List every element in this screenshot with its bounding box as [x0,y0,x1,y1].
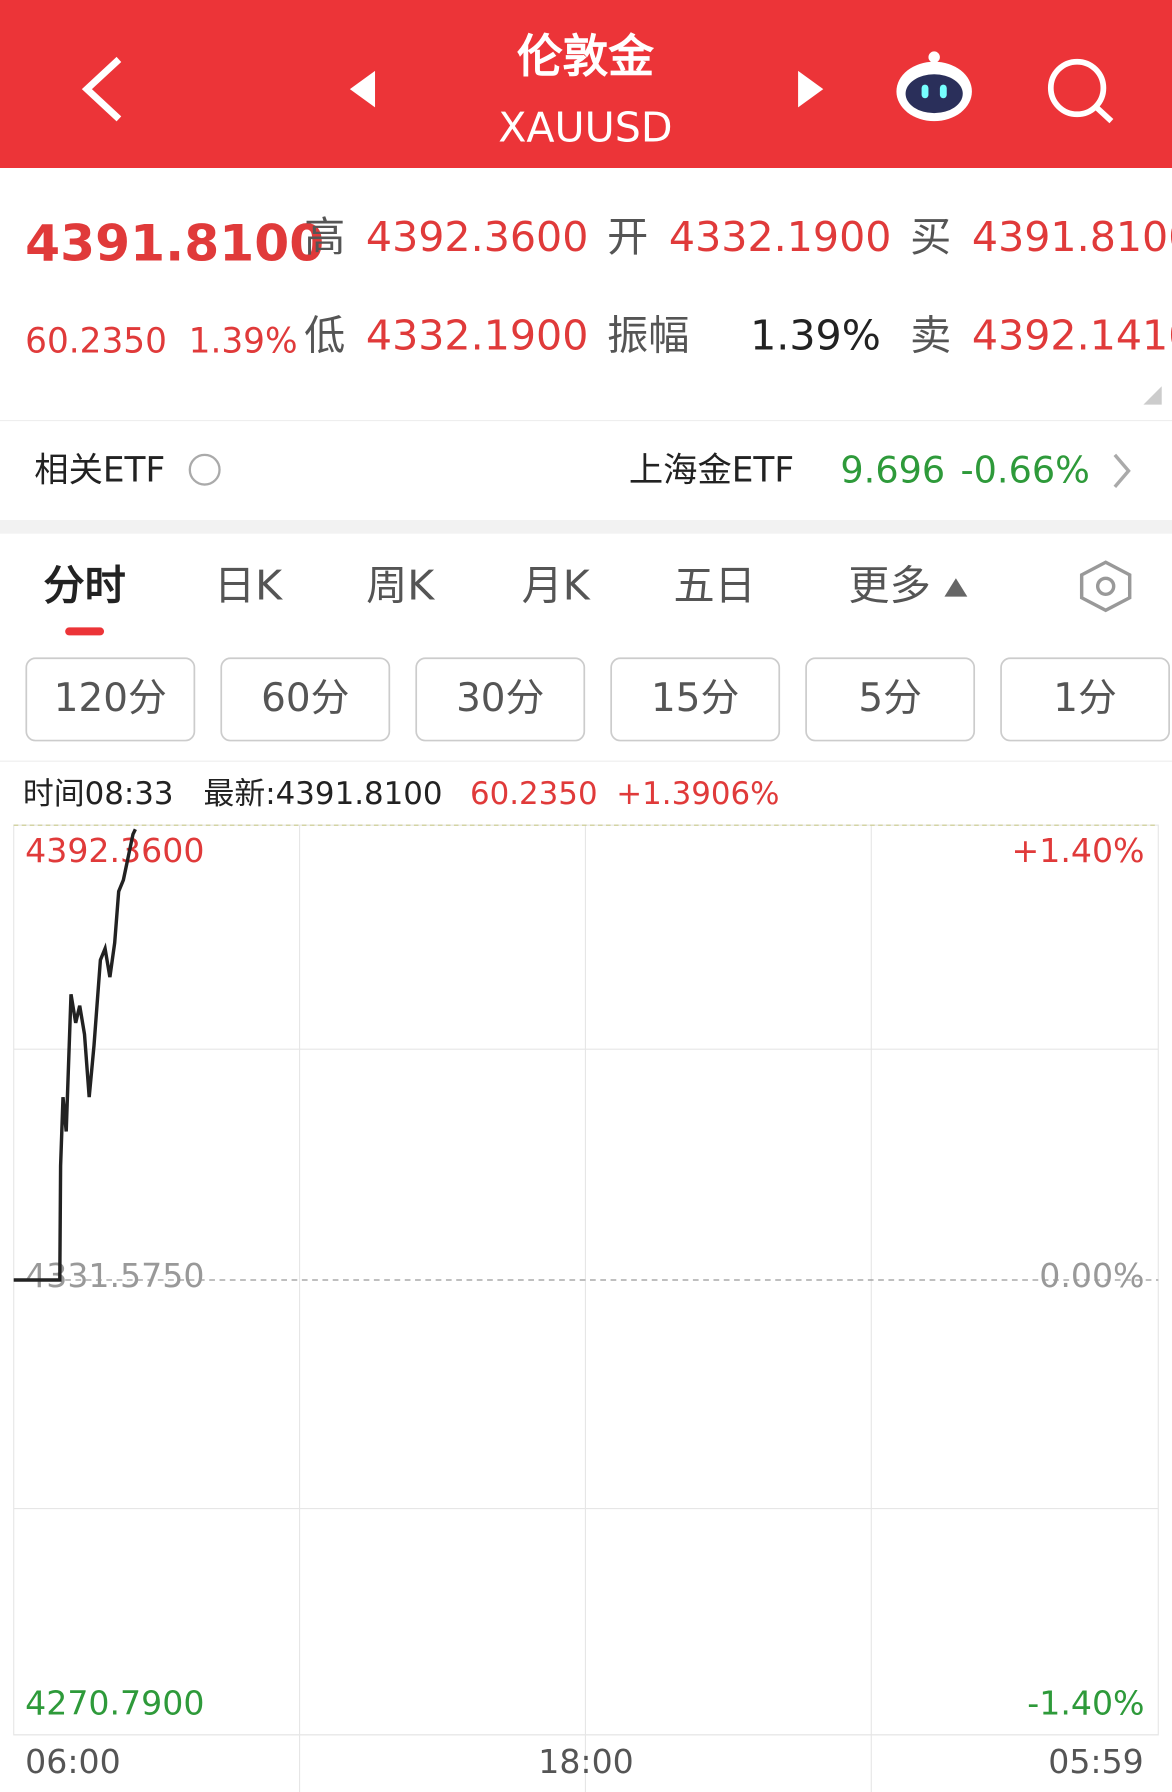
tab[interactable]: 分时 [43,562,125,610]
period-label: 15分 [651,676,739,721]
help-icon[interactable] [188,453,221,486]
prev-button[interactable] [349,70,376,108]
x-tick-label: 05:59 [1048,1742,1144,1781]
info-time: 时间08:33 [23,776,174,812]
field-value: 4391.8100 [972,213,1172,261]
period-button[interactable] [415,657,586,742]
info-latest: 最新:4391.8100 [204,776,443,812]
period-label: 60分 [261,676,349,721]
chart: 4270.7900 4331.5750 4392.3600 -1.40% 0.00% +1… [13,824,1159,1781]
field-value: 4392.3600 [366,213,589,261]
tab[interactable]: 日K [214,562,283,610]
section-gap [0,520,1172,534]
info-pct: +1.3906% [616,776,779,812]
price-line [13,828,137,1282]
period-bar: 120分 60分 30分 15分 5分 1分 [25,657,1170,742]
period-label: 1分 [1053,676,1117,721]
etf-price: 9.696 [840,449,945,492]
field-value: 4392.1410 [972,311,1172,359]
change-pct: 1.39% [189,321,298,361]
chart-frame [13,824,1159,1792]
back-button[interactable] [81,56,122,122]
x-tick-label: 18:00 [538,1742,634,1781]
tab[interactable]: 周K [366,562,435,610]
subtitle: XAUUSD [498,103,672,151]
price: 4391.8100 [25,213,324,272]
period-button[interactable] [610,657,781,742]
y-tick-label: 4392.3600 [25,831,204,870]
field-label: 买 [910,213,951,261]
period-label: 5分 [858,676,922,721]
x-tick-label: 06:00 [25,1742,121,1781]
settings-icon[interactable] [1079,560,1132,613]
more-arrow[interactable] [944,578,968,597]
field-label: 高 [304,213,345,261]
period-button[interactable] [220,657,391,742]
tab[interactable]: 五日 [673,562,755,610]
y2-tick-label: 0.00% [1039,1256,1144,1295]
header-bar [0,0,1172,168]
field-label: 低 [304,311,345,359]
y-tick-label: 4331.5750 [25,1256,204,1295]
next-button[interactable] [798,70,824,108]
etf-change: -0.66% [960,449,1089,492]
tab[interactable]: 月K [522,562,591,610]
period-label: 120分 [54,676,167,721]
y2-tick-label: +1.40% [1011,831,1144,870]
etf-name[interactable]: 上海金ETF [629,451,794,491]
etf-label: 相关ETF [34,451,165,491]
title: 伦敦金 [517,30,654,83]
expand-corner[interactable] [1143,386,1162,405]
search-icon[interactable] [1047,58,1114,124]
change: 60.2350 [25,321,167,361]
y2-tick-label: -1.40% [1027,1684,1144,1723]
field-value: 4332.1900 [366,311,589,359]
field-value: 1.39% [750,311,881,359]
field-label: 振幅 [607,311,689,359]
field-value: 4332.1900 [669,213,892,261]
period-button[interactable] [25,657,196,742]
tab[interactable]: 更多 [848,562,930,610]
period-button[interactable] [1000,657,1170,742]
etf-arrow[interactable] [1113,453,1131,488]
period-label: 30分 [456,676,544,721]
settings-icon-core [1095,576,1116,596]
robot-icon[interactable] [896,51,972,122]
period-button[interactable] [805,657,976,742]
y-tick-label: 4270.7900 [25,1684,204,1723]
info-change: 60.2350 [470,776,598,812]
field-label: 卖 [910,311,951,359]
field-label: 开 [607,213,648,261]
tab-indicator [65,627,105,636]
tab-bar: 分时 日K 周K 月K 五日 更多 [43,562,930,610]
